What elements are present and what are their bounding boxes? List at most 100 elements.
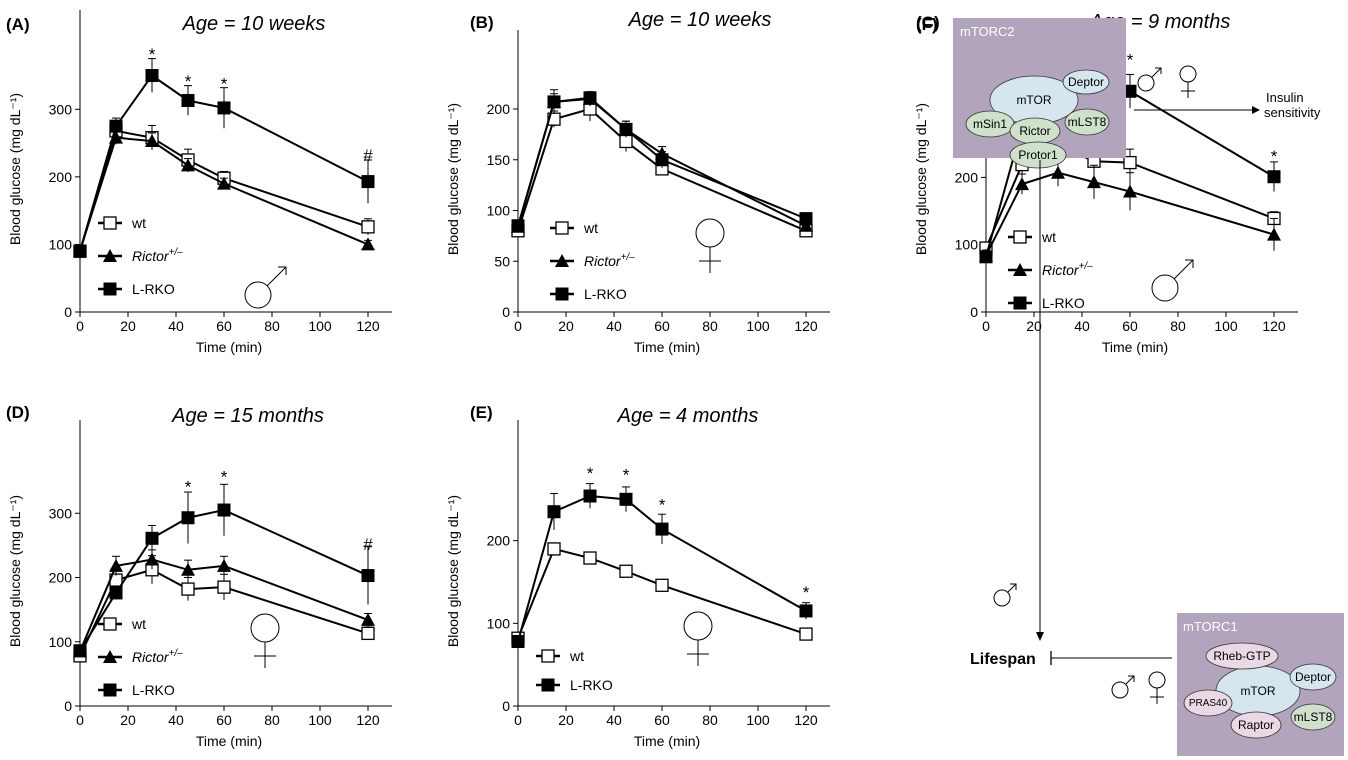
mtorc2-node <box>1009 141 1067 169</box>
x-tick-label: 120 <box>356 318 380 334</box>
x-axis-label: Time (min) <box>634 339 700 355</box>
significance-label: * <box>587 464 594 483</box>
x-axis-label: Time (min) <box>196 733 262 749</box>
data-point-triangle <box>1051 165 1065 179</box>
series-l-rko <box>73 58 375 258</box>
data-point-filled-square <box>1013 296 1027 310</box>
x-tick-label: 80 <box>702 318 718 334</box>
arrowhead <box>1252 106 1260 114</box>
x-tick-label: 100 <box>308 318 332 334</box>
male-symbol-arrow <box>266 266 287 287</box>
x-tick-label: 0 <box>76 712 84 728</box>
data-point-triangle <box>145 552 159 566</box>
legend: wt Rictor+/– L-RKO <box>1008 229 1093 311</box>
y-tick-label: 300 <box>49 505 73 521</box>
data-point-triangle <box>103 650 117 663</box>
data-point-open-square <box>1123 155 1137 170</box>
significance-label: * <box>185 72 192 91</box>
legend-label-sup: +/– <box>169 247 184 258</box>
y-tick-label: 200 <box>487 101 511 117</box>
mtorc1-node <box>1183 689 1233 717</box>
data-point-filled-square <box>217 101 231 115</box>
data-point-triangle <box>1267 227 1281 241</box>
y-axis-label: Blood glucose (mg dL⁻¹) <box>445 103 461 255</box>
significance-label: * <box>803 583 810 602</box>
x-tick-label: 20 <box>120 712 136 728</box>
series-line <box>79 558 369 652</box>
male-symbol <box>993 583 1017 607</box>
male-symbol-arrow <box>1173 259 1194 280</box>
data-point-filled-square <box>361 175 375 189</box>
data-point-filled-square <box>181 511 195 525</box>
legend-label: L-RKO <box>132 682 175 698</box>
significance-label: # <box>363 535 373 554</box>
chart-title: Age = 10 weeks <box>182 13 326 35</box>
male-symbol-head <box>1185 259 1194 268</box>
data-point-open-square <box>583 551 597 565</box>
data-point-open-square <box>547 542 561 556</box>
x-tick-label: 80 <box>264 318 280 334</box>
y-tick-label: 200 <box>49 570 73 586</box>
mtorc2-title: mTORC2 <box>960 24 1015 39</box>
x-tick-label: 60 <box>654 318 670 334</box>
x-tick-label: 0 <box>514 318 522 334</box>
x-tick-label: 100 <box>746 712 770 728</box>
series-line <box>517 494 807 642</box>
mtorc1-node-label: Raptor <box>1238 718 1274 732</box>
x-tick-label: 60 <box>654 712 670 728</box>
mtor-diagram: (F) mTORC2 mTOR Deptor mSin1 mLST8 Ricto… <box>916 15 1344 756</box>
legend: wt Rictor+/– L-RKO <box>98 215 183 297</box>
mtorc2-node-label: mSin1 <box>973 117 1007 131</box>
female-symbol <box>683 611 713 641</box>
x-tick-label: 100 <box>1214 318 1238 334</box>
x-axis-label: Time (min) <box>634 733 700 749</box>
data-point-filled-square <box>1267 170 1281 184</box>
data-point-open-square <box>619 564 633 578</box>
data-point-filled-square <box>799 604 813 618</box>
data-point-filled-square <box>217 503 231 517</box>
mtorc2-node <box>1064 108 1110 136</box>
mtorc1-node-label: mTOR <box>1240 684 1275 698</box>
series-rictor <box>73 130 375 257</box>
data-point-filled-square <box>655 522 669 536</box>
legend-label: Rictor+/– <box>584 252 635 269</box>
male-symbol <box>1137 67 1162 92</box>
significance-label: * <box>1271 147 1278 166</box>
lifespan-label: Lifespan <box>970 651 1036 668</box>
mtorc1-node-label: mLST8 <box>1294 710 1333 724</box>
x-tick-label: 40 <box>168 712 184 728</box>
x-axis-label: Time (min) <box>196 339 262 355</box>
legend-label: L-RKO <box>1042 295 1085 311</box>
mtorc2-node <box>1062 69 1110 95</box>
legend-label: wt <box>131 616 146 632</box>
x-tick-label: 0 <box>982 318 990 334</box>
male-symbol <box>1111 675 1135 699</box>
y-tick-label: 200 <box>955 169 979 185</box>
mtorc2-node-label: Deptor <box>1068 75 1104 89</box>
chart-title: Age = 15 months <box>171 405 324 427</box>
y-tick-label: 100 <box>487 615 511 631</box>
significance-label: * <box>185 477 192 496</box>
x-tick-label: 40 <box>1074 318 1090 334</box>
series-line <box>79 136 369 251</box>
data-point-open-square <box>181 582 195 596</box>
x-tick-label: 120 <box>356 712 380 728</box>
data-point-open-square <box>217 580 231 594</box>
data-point-triangle <box>799 218 813 232</box>
data-point-open-square <box>555 221 569 235</box>
panel-letter: (B) <box>470 13 494 32</box>
y-axis-label: Blood glucose (mg dL⁻¹) <box>913 103 929 255</box>
mtorc1-node <box>1289 663 1337 691</box>
data-point-triangle <box>217 558 231 572</box>
y-tick-label: 0 <box>64 698 72 714</box>
data-point-filled-square <box>547 505 561 519</box>
mtorc2-node-label: mTOR <box>1016 93 1051 107</box>
legend-label: L-RKO <box>570 677 613 693</box>
data-point-triangle <box>181 158 195 172</box>
x-tick-label: 60 <box>1122 318 1138 334</box>
chart-panel-d: (D) Age = 15 months 0 20 40 60 80 100 120 0 100 200… <box>6 403 392 749</box>
x-tick-label: 20 <box>1026 318 1042 334</box>
y-axis-label: Blood glucose (mg dL⁻¹) <box>445 495 461 647</box>
